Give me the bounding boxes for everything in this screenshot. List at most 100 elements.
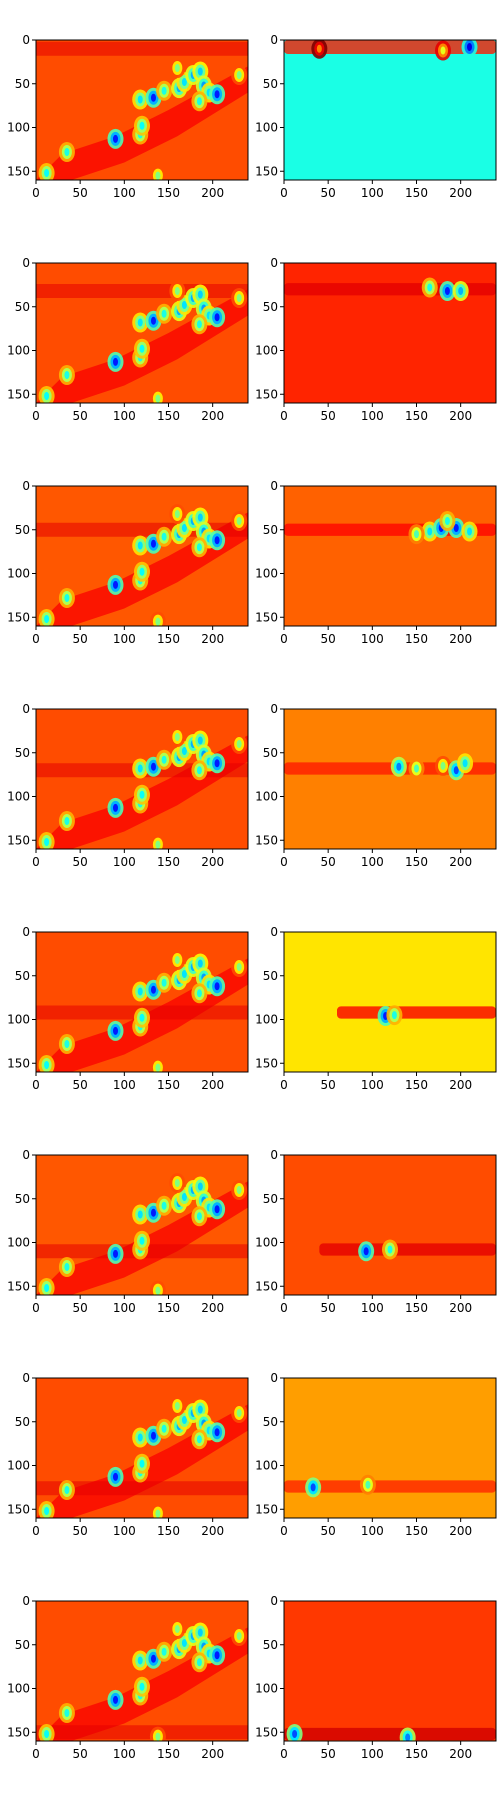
heat-spot-core — [396, 762, 402, 771]
y-tick-label: 0 — [22, 256, 30, 270]
x-tick-label: 200 — [449, 1524, 472, 1538]
x-tick-label: 200 — [201, 1078, 224, 1092]
y-tick-label: 0 — [270, 256, 278, 270]
heat-spot-core — [174, 1402, 180, 1410]
heatmap-image — [284, 486, 496, 626]
heatmap-panel-right: 0 50 100 150 200 0 50 100 150 — [255, 33, 497, 200]
heatmap-image — [36, 486, 248, 626]
heat-spot-core — [236, 1632, 242, 1640]
heat-spot-core — [44, 1730, 50, 1738]
heatmap-panel-left: 0 50 100 150 200 0 50 100 150 — [7, 479, 249, 646]
heat-spot-core — [181, 78, 187, 86]
heat-spot-core — [113, 1695, 118, 1704]
x-tick-label: 100 — [113, 1747, 136, 1761]
heat-spot-core — [44, 1061, 50, 1069]
x-tick-label: 200 — [449, 632, 472, 646]
heat-spot-core — [196, 989, 202, 998]
x-tick-label: 150 — [405, 409, 428, 423]
heatmap-image — [36, 1601, 248, 1741]
heat-spot-core — [197, 959, 203, 968]
axes-frame — [35, 262, 249, 404]
heat-spot-core — [174, 287, 180, 295]
y-tick-label: 100 — [255, 344, 278, 358]
x-tick-label: 100 — [361, 1747, 384, 1761]
heat-spot-core — [467, 527, 472, 536]
y-tick-label: 50 — [15, 969, 30, 983]
heat-spot-core — [196, 1658, 202, 1667]
heat-spot-core — [196, 543, 202, 552]
x-tick-label: 50 — [321, 855, 336, 869]
heat-spot-core — [414, 764, 419, 773]
heat-spot-core — [196, 320, 202, 329]
heat-spot-core — [462, 759, 468, 768]
heat-spot-core — [155, 617, 161, 626]
heat-spot-core — [150, 1208, 156, 1217]
heat-spot-core — [292, 1730, 298, 1738]
heat-spot-core — [137, 318, 143, 327]
x-tick-label: 150 — [405, 1524, 428, 1538]
heatmap-panel-left: 0 50 100 150 200 0 50 100 150 — [7, 1371, 249, 1538]
heat-spot-core — [181, 747, 187, 755]
heat-spot-core — [64, 1040, 70, 1048]
heatmap-panel-left: 0 50 100 150 200 0 50 100 150 — [7, 33, 249, 200]
heat-spot-core — [440, 761, 446, 770]
heat-spot-core — [44, 838, 50, 846]
heat-spot-core — [214, 1205, 220, 1214]
y-tick-label: 100 — [7, 1682, 30, 1696]
y-tick-label: 100 — [255, 1236, 278, 1250]
heatmap-image — [36, 932, 248, 1072]
y-tick-label: 50 — [263, 746, 278, 760]
y-tick-label: 50 — [263, 1192, 278, 1206]
y-tick-label: 150 — [7, 1502, 30, 1516]
heatmap-panel-right: 0 50 100 150 200 0 50 100 150 — [255, 1594, 497, 1761]
heat-spot-core — [113, 803, 118, 812]
y-tick-label: 150 — [255, 164, 278, 178]
x-tick-label: 50 — [73, 1301, 88, 1315]
axes-frame — [35, 708, 249, 850]
y-tick-label: 100 — [7, 1013, 30, 1027]
x-tick-label: 200 — [449, 1078, 472, 1092]
heat-spot-core — [113, 357, 118, 366]
heat-spot-core — [365, 1480, 371, 1489]
heat-spot-core — [174, 733, 180, 741]
x-tick-label: 50 — [73, 186, 88, 200]
heat-spot-core — [113, 580, 118, 589]
y-tick-label: 50 — [15, 523, 30, 537]
x-tick-label: 0 — [280, 1747, 288, 1761]
heat-spot-core — [236, 1409, 242, 1417]
heat-spot-core — [405, 1733, 411, 1741]
x-tick-label: 200 — [449, 1301, 472, 1315]
axes-frame — [35, 1154, 249, 1296]
x-tick-label: 200 — [201, 409, 224, 423]
x-tick-label: 0 — [32, 409, 40, 423]
heat-spot-core — [161, 532, 167, 541]
heat-spot-core — [155, 171, 161, 180]
heatmap-background — [284, 709, 496, 849]
y-tick-label: 0 — [270, 702, 278, 716]
y-tick-label: 50 — [263, 77, 278, 91]
heatmap-row-band — [36, 284, 248, 298]
x-tick-label: 150 — [157, 1078, 180, 1092]
heat-spot-core — [139, 1682, 145, 1691]
heat-spot-core — [236, 740, 242, 748]
heat-spot-core — [196, 97, 202, 106]
heat-spot-core — [458, 287, 464, 295]
y-tick-label: 0 — [22, 1148, 30, 1162]
heatmap-image — [284, 1155, 496, 1295]
heat-spot-core — [467, 43, 472, 51]
heatmap-row-band — [36, 41, 248, 56]
y-tick-label: 100 — [255, 1013, 278, 1027]
heat-spot-core — [113, 1472, 118, 1481]
y-tick-label: 0 — [270, 925, 278, 939]
y-tick-label: 50 — [15, 1192, 30, 1206]
axes-frame — [283, 39, 497, 181]
x-tick-label: 200 — [201, 632, 224, 646]
heat-spot-core — [150, 1654, 156, 1663]
y-tick-label: 100 — [7, 567, 30, 581]
y-tick-label: 150 — [7, 164, 30, 178]
heatmap-activation-band — [284, 1727, 496, 1741]
heat-spot-core — [44, 169, 50, 177]
y-tick-label: 150 — [255, 1502, 278, 1516]
heatmap-activation-band — [337, 1006, 496, 1019]
heat-spot-core — [387, 1245, 393, 1254]
